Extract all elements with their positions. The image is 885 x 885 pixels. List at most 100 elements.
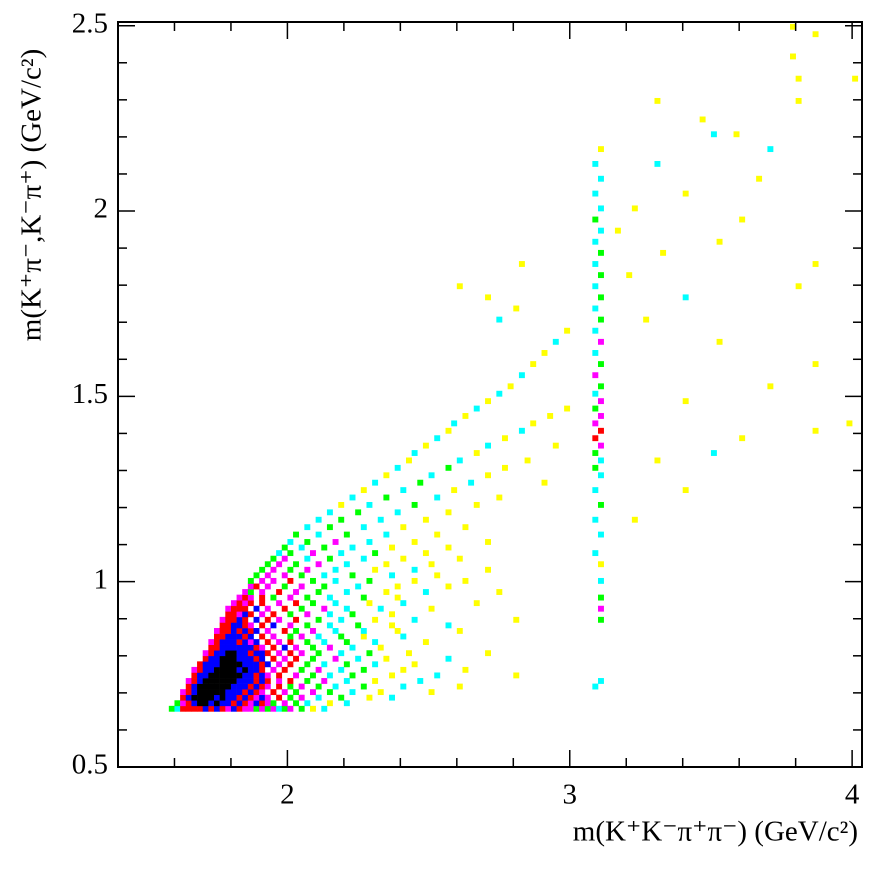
bin (739, 216, 746, 223)
bin (360, 633, 367, 640)
bin (332, 600, 339, 607)
bin (502, 464, 508, 471)
bin (598, 361, 604, 368)
bin (360, 594, 367, 601)
bin (716, 338, 723, 345)
bin (287, 550, 294, 557)
bin (264, 616, 271, 623)
bin (236, 694, 243, 701)
bin (230, 661, 237, 668)
bin (462, 666, 469, 673)
bin (191, 678, 198, 684)
bin (259, 694, 266, 701)
bin (598, 531, 604, 538)
bin (496, 390, 503, 397)
bin (298, 583, 305, 590)
bin (242, 622, 249, 629)
bin (259, 705, 266, 712)
bin (310, 600, 316, 607)
bin (400, 600, 407, 607)
bin (185, 694, 192, 701)
bin (236, 678, 243, 684)
bin (230, 683, 237, 690)
bin (253, 705, 260, 712)
bin (710, 450, 717, 456)
bin (660, 249, 667, 256)
bin (321, 661, 328, 668)
bin (315, 650, 322, 657)
bin (592, 390, 599, 397)
bin (270, 611, 277, 618)
bin (219, 689, 226, 696)
y-tick-label: 2.5 (72, 7, 108, 39)
bin (202, 700, 209, 707)
bin (270, 594, 277, 601)
cells (168, 23, 859, 712)
bin (219, 616, 226, 623)
bin (349, 611, 356, 618)
bin (338, 616, 345, 623)
bin (739, 435, 746, 442)
bin (592, 420, 599, 427)
bin (202, 689, 209, 696)
bin (598, 146, 604, 153)
bin (445, 583, 452, 590)
bin (485, 539, 492, 545)
bin (191, 666, 198, 673)
bin (518, 261, 525, 267)
bin (208, 639, 215, 645)
bin (456, 683, 463, 690)
bin (219, 672, 226, 679)
bin (242, 639, 249, 645)
bin (276, 550, 283, 557)
bin (304, 661, 311, 668)
bin (389, 611, 396, 618)
bin (598, 594, 604, 601)
bin (270, 566, 277, 573)
bin (343, 531, 350, 538)
bin (598, 427, 604, 434)
bin (394, 628, 401, 634)
bin (456, 628, 463, 634)
bin (355, 509, 362, 516)
bin (592, 487, 599, 494)
bin (281, 583, 288, 590)
bin (406, 650, 412, 657)
bin (247, 672, 254, 679)
bin (225, 683, 232, 690)
bin (208, 683, 215, 690)
bin (643, 316, 650, 323)
bin (389, 694, 396, 701)
bin (411, 661, 418, 668)
bin (253, 666, 260, 673)
bin (230, 650, 237, 657)
bin (733, 131, 740, 138)
bin (281, 655, 288, 662)
bin (428, 689, 435, 696)
bin (287, 633, 294, 640)
bin (208, 644, 215, 651)
bin (496, 589, 503, 595)
bin (349, 572, 356, 579)
bin (812, 361, 819, 368)
bin (552, 442, 559, 449)
bin (242, 678, 249, 684)
bin (225, 611, 232, 618)
bin (496, 494, 503, 501)
bin (247, 678, 254, 684)
bin (242, 666, 249, 673)
bin (270, 666, 277, 673)
bin (191, 694, 198, 701)
bin (185, 700, 192, 707)
bin (310, 672, 316, 679)
bin (242, 628, 249, 634)
bin (208, 655, 215, 662)
bin (247, 694, 254, 701)
bin (247, 644, 254, 651)
bin (383, 472, 390, 479)
bin (338, 694, 345, 701)
bin (372, 550, 379, 557)
bin (315, 616, 322, 623)
bin (236, 666, 243, 673)
bin (242, 683, 249, 690)
